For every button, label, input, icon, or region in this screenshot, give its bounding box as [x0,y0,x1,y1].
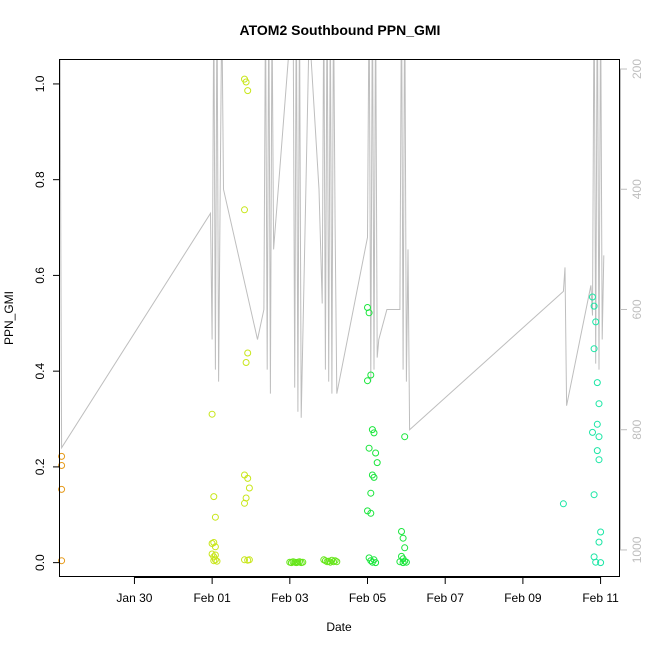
data-point [242,359,250,366]
x-axis: Jan 30 Feb 01 Feb 03 Feb 05 Feb 07 Feb 09 Feb … [116,577,619,605]
data-point [370,429,378,437]
data-point [333,558,341,566]
data-point [58,485,66,493]
depth-track-line [60,60,605,450]
x-tick-label: Feb 05 [349,591,387,605]
data-point [241,499,248,507]
data-point [590,302,598,310]
data-point [373,459,381,467]
y-tick-label: 0.2 [33,458,47,475]
data-point [241,206,248,214]
data-point [401,557,409,565]
data-point [210,557,218,565]
data-point [590,491,598,499]
data-point [330,558,337,566]
x-tick-label: Feb 03 [271,591,309,605]
data-point [396,558,404,566]
data-point [595,456,603,464]
data-point [321,557,329,565]
data-point [365,444,373,452]
data-point [326,558,334,566]
data-point [367,509,375,517]
data-point [210,493,218,501]
data-point [372,559,380,567]
data-point [593,379,601,387]
y-tick-label: 0.4 [33,362,47,379]
data-point [593,420,601,428]
data-point [211,513,219,521]
data-point [559,500,567,508]
data-point [401,433,409,441]
data-point [401,544,409,552]
data-point [368,426,376,434]
data-point [210,539,218,546]
x-tick-label: Feb 11 [582,591,619,605]
data-point [241,556,248,564]
data-point [244,349,252,357]
depth-tick-label: 200 [630,59,644,79]
data-point [592,558,600,566]
y-tick-label: 0.8 [33,171,47,188]
data-point [399,534,407,542]
data-point [58,462,66,469]
depth-tick-label: 600 [630,299,644,319]
data-point [595,538,603,546]
data-point [593,447,601,455]
y-axis-label: PPN_GMI [2,291,16,345]
data-point [245,484,253,492]
data-point [592,318,600,326]
data-point [589,428,596,436]
data-point [597,528,605,536]
y-axis: 0.0 0.2 0.4 0.6 0.8 1.0 [33,75,60,571]
x-tick-label: Feb 09 [504,591,542,605]
data-point [595,433,603,441]
depth-tick-label: 1000 [630,536,644,563]
depth-track [60,60,605,450]
data-point [328,556,336,564]
data-point [367,557,375,565]
data-point [331,557,339,565]
data-point [242,78,250,86]
data-point [244,87,252,95]
y-tick-label: 0.6 [33,267,47,284]
data-point [367,371,375,379]
data-point [590,345,598,353]
data-point [58,557,66,565]
data-point [367,489,375,497]
data-point [402,558,410,566]
data-points [58,75,605,567]
data-point [58,452,66,460]
data-point [244,474,252,482]
chart-title: ATOM2 Southbound PPN_GMI [240,22,441,38]
data-point [365,309,373,317]
y-tick-label: 1.0 [33,75,47,92]
data-point [399,559,407,567]
data-point [370,473,378,481]
data-point [299,558,307,566]
data-point [597,559,605,567]
data-point [589,293,596,301]
data-point [211,543,219,551]
depth-axis: 200 400 600 800 1000 [620,59,644,563]
y-tick-label: 0.0 [33,554,47,571]
data-point [213,557,221,565]
depth-tick-label: 400 [630,179,644,199]
x-tick-label: Feb 01 [193,591,231,605]
data-point [364,377,371,385]
data-point [372,449,380,457]
x-tick-label: Jan 30 [116,591,152,605]
data-point [208,410,216,418]
x-tick-label: Feb 07 [427,591,465,605]
x-axis-label: Date [326,620,352,634]
data-point [245,556,253,564]
depth-tick-label: 800 [630,419,644,439]
data-point [595,400,603,408]
data-point [398,528,405,535]
